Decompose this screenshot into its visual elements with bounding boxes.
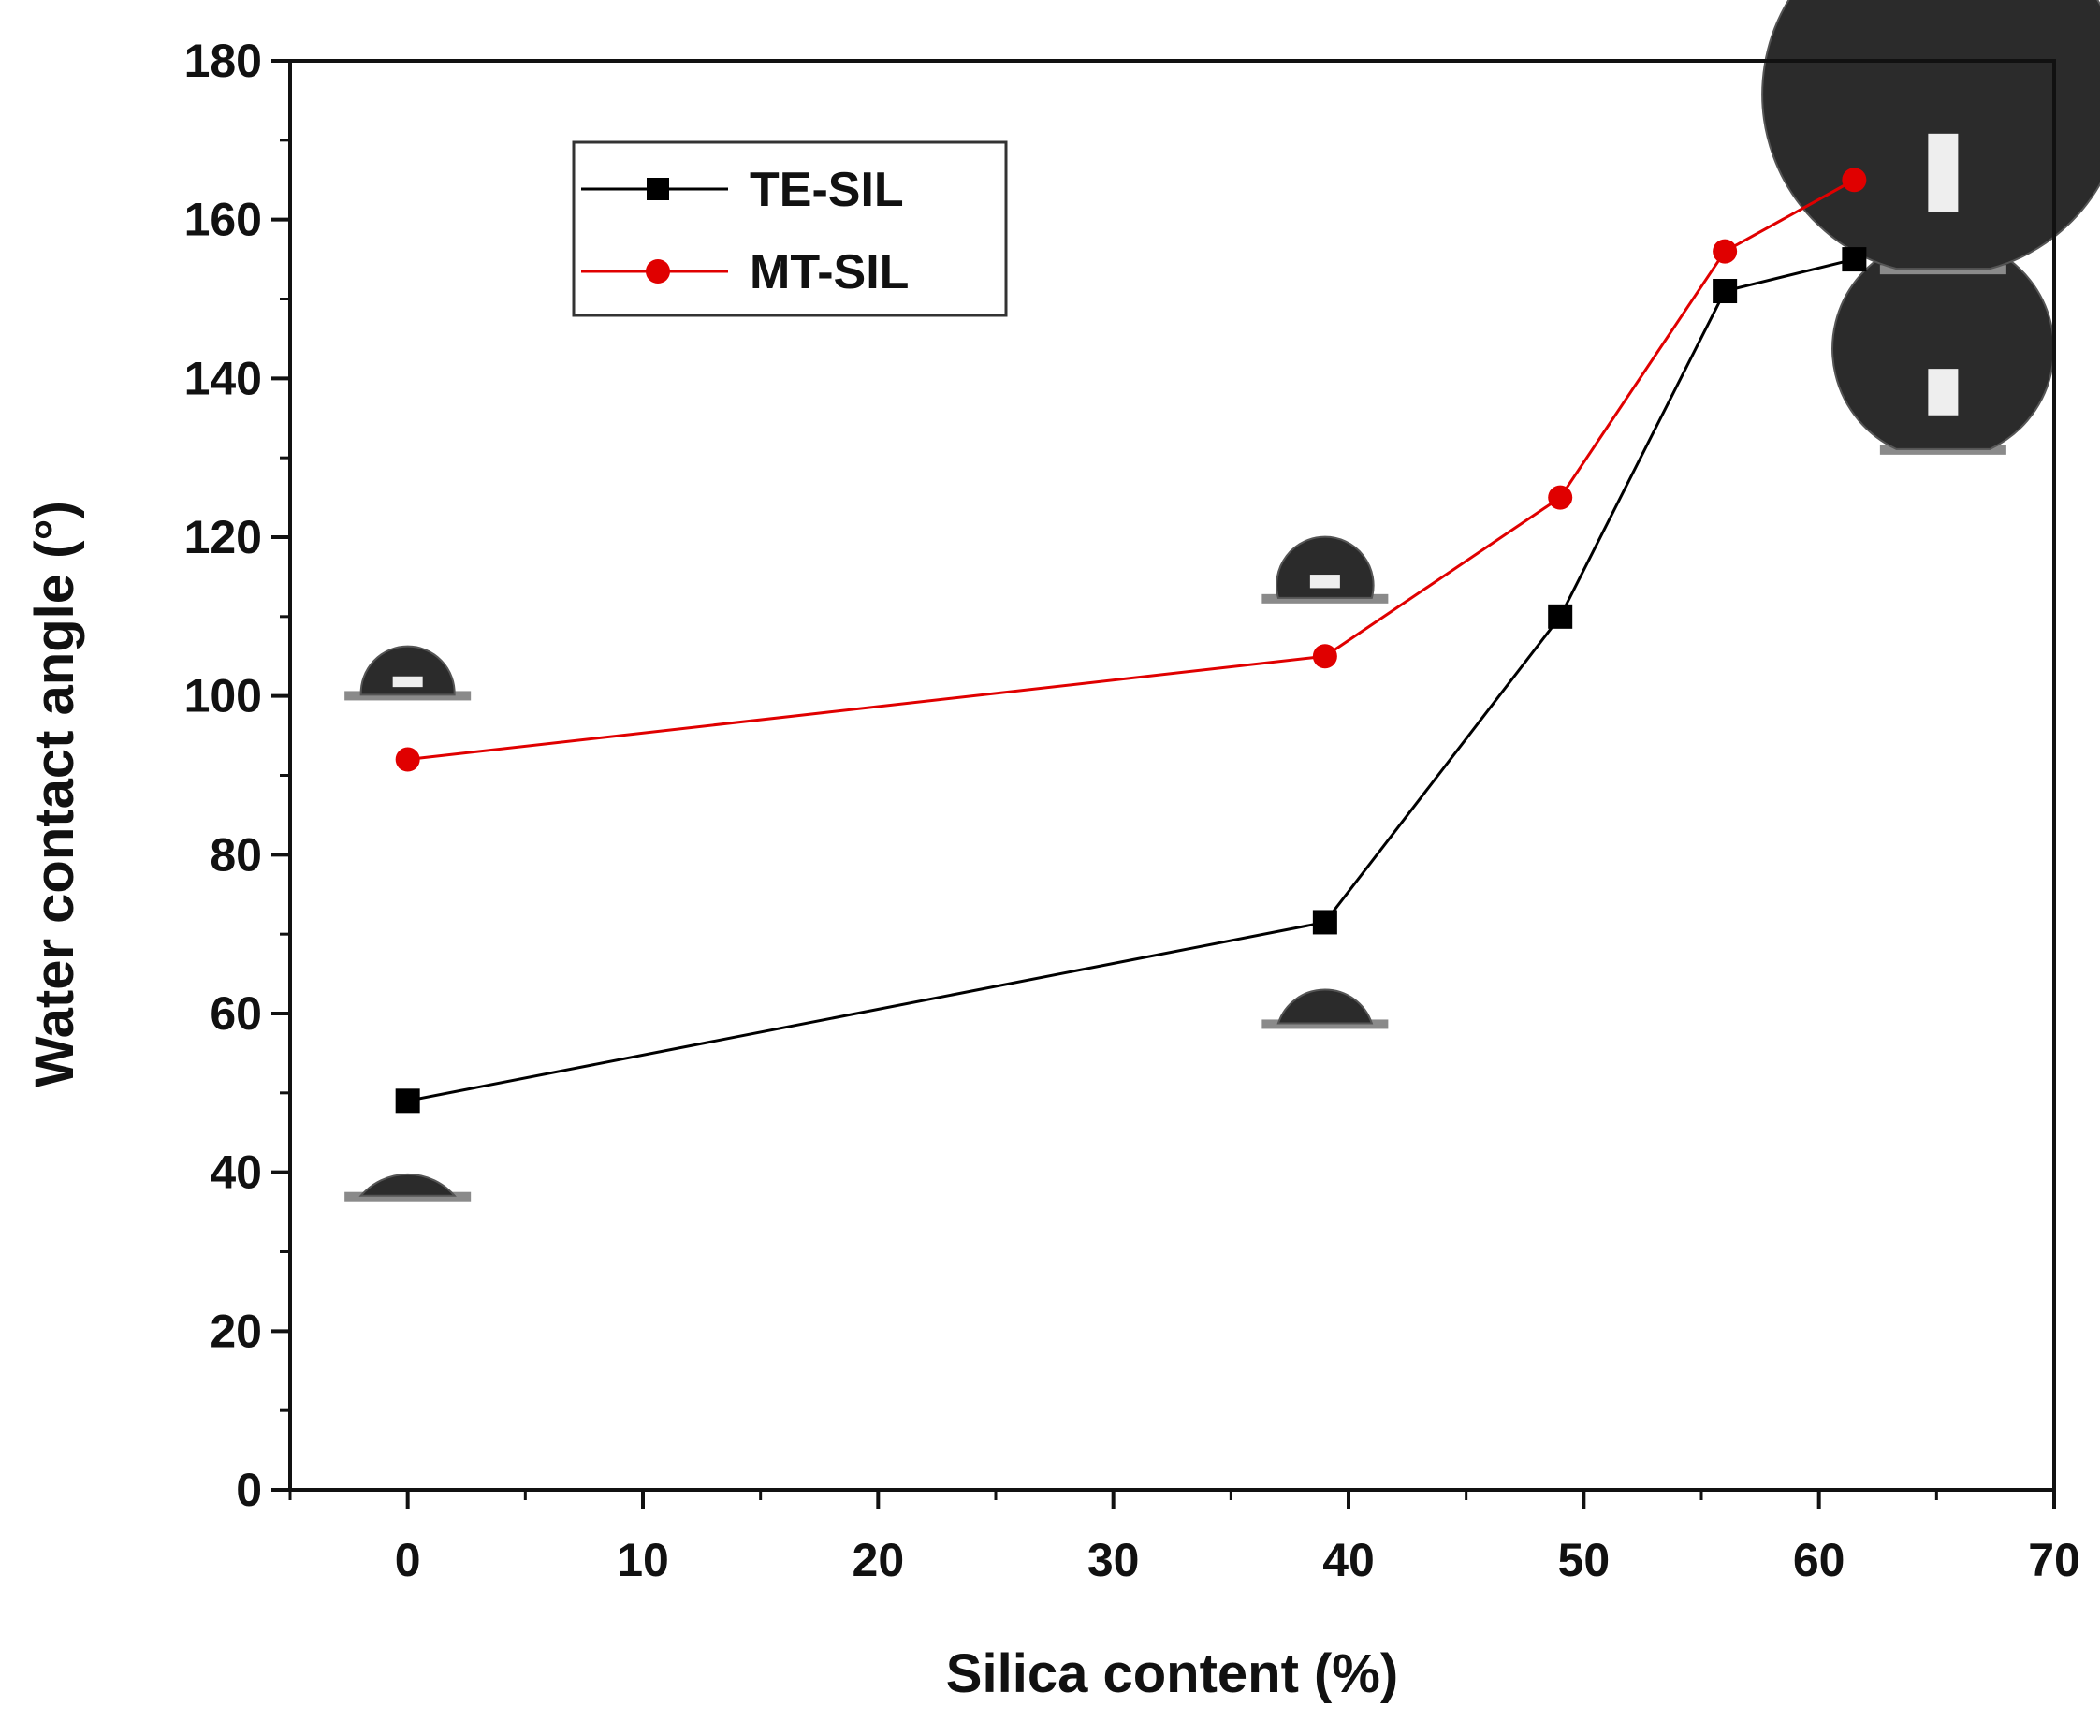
- data-point: [1312, 910, 1337, 935]
- y-tick-label: 160: [184, 194, 262, 246]
- x-tick-label: 50: [1558, 1534, 1611, 1586]
- droplet-images: [344, 0, 2100, 1202]
- x-tick-label: 0: [395, 1534, 421, 1586]
- x-tick-label: 20: [853, 1534, 905, 1586]
- droplet-image: [1261, 988, 1389, 1029]
- data-point: [1548, 604, 1573, 629]
- droplet-shape: [1276, 988, 1374, 1025]
- y-tick-label: 100: [184, 670, 262, 722]
- data-point: [1842, 168, 1867, 193]
- legend-box: [572, 140, 1008, 317]
- droplet-image: [344, 1174, 472, 1202]
- droplet-image: [1261, 535, 1389, 604]
- data-point: [1713, 239, 1738, 264]
- y-tick-label: 80: [210, 828, 262, 881]
- droplet-image: [1761, 0, 2100, 275]
- droplet-image: [344, 645, 472, 701]
- x-tick-label: 10: [617, 1534, 669, 1586]
- data-point: [395, 747, 420, 772]
- data-point: [1312, 644, 1337, 669]
- legend: TE-SIL MT-SIL: [572, 140, 1008, 317]
- legend-label: TE-SIL: [750, 163, 904, 217]
- x-tick-label: 40: [1322, 1534, 1375, 1586]
- legend-marker: [646, 259, 670, 284]
- data-point: [1713, 279, 1738, 304]
- y-tick-label: 120: [184, 511, 262, 563]
- data-point: [1842, 247, 1867, 272]
- y-tick-label: 20: [210, 1305, 262, 1357]
- data-point: [1548, 485, 1573, 510]
- y-tick-label: 40: [210, 1146, 262, 1199]
- droplet-shape: [1276, 535, 1375, 599]
- droplet-shape: [359, 645, 456, 696]
- legend-label: MT-SIL: [750, 245, 909, 299]
- droplet-highlight: [1928, 369, 1959, 416]
- y-axis-title: Water contact angle (°): [24, 501, 85, 1087]
- y-tick-label: 60: [210, 987, 262, 1040]
- droplet-highlight: [1309, 575, 1340, 589]
- x-tick-label: 30: [1087, 1534, 1140, 1586]
- x-axis: 0 10 20 30 40 50 60 70: [288, 1490, 2080, 1586]
- x-tick-label: 70: [2028, 1534, 2080, 1586]
- x-axis-title: Silica content (%): [946, 1643, 1398, 1704]
- series-line: [407, 257, 1855, 1102]
- droplet-highlight: [1928, 133, 1959, 212]
- data-point: [395, 1088, 420, 1114]
- droplet-highlight: [392, 676, 423, 688]
- y-axis: 0 20 40 60 80 100 120 140 160 180: [184, 35, 290, 1516]
- series-layer: [395, 168, 1867, 1114]
- legend-marker: [647, 178, 669, 200]
- x-tick-label: 60: [1793, 1534, 1845, 1586]
- y-tick-label: 140: [184, 352, 262, 404]
- droplet-shape: [358, 1174, 457, 1197]
- y-tick-label: 180: [184, 35, 262, 87]
- y-tick-label: 0: [236, 1464, 262, 1516]
